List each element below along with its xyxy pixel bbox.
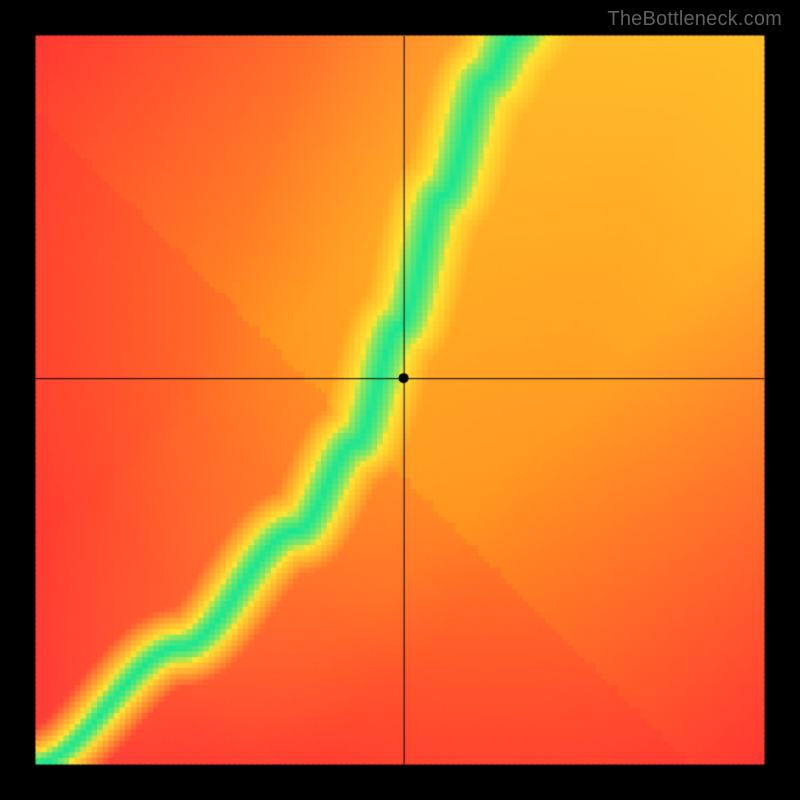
bottleneck-heatmap: [0, 0, 800, 800]
chart-container: TheBottleneck.com: [0, 0, 800, 800]
watermark-text: TheBottleneck.com: [607, 8, 782, 31]
